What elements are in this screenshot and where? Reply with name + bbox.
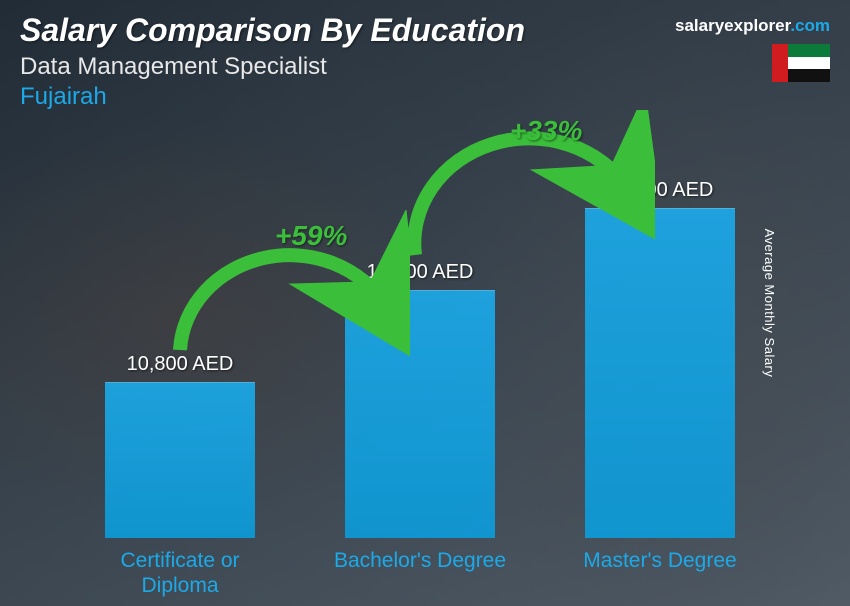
bar-label-0: Certificate or Diploma bbox=[80, 548, 280, 598]
brand-logo: salaryexplorer.com bbox=[675, 16, 830, 36]
bar-value-2: 22,900 AED bbox=[607, 179, 714, 202]
brand-suffix: .com bbox=[790, 16, 830, 35]
flag-stripe-2 bbox=[788, 69, 830, 82]
increase-pct-0: +59% bbox=[275, 220, 347, 252]
uae-flag-icon bbox=[772, 44, 830, 82]
bar-label-1: Bachelor's Degree bbox=[320, 548, 520, 598]
bar-2 bbox=[585, 208, 735, 538]
brand-name: salaryexplorer bbox=[675, 16, 790, 35]
bar-chart: 10,800 AED 17,200 AED 22,900 AED bbox=[60, 138, 780, 538]
bar-group-1: 17,200 AED bbox=[320, 261, 520, 538]
bar-0 bbox=[105, 382, 255, 538]
flag-stripe-0 bbox=[788, 44, 830, 57]
chart-location: Fujairah bbox=[20, 83, 830, 111]
bar-labels: Certificate or Diploma Bachelor's Degree M… bbox=[60, 548, 780, 598]
bar-value-1: 17,200 AED bbox=[367, 261, 474, 284]
bar-group-0: 10,800 AED bbox=[80, 353, 280, 538]
bar-group-2: 22,900 AED bbox=[560, 179, 760, 538]
bar-value-0: 10,800 AED bbox=[127, 353, 234, 376]
bar-label-2: Master's Degree bbox=[560, 548, 760, 598]
flag-stripe-1 bbox=[788, 57, 830, 70]
chart-subtitle: Data Management Specialist bbox=[20, 53, 830, 81]
flag-red bbox=[772, 44, 788, 82]
bar-1 bbox=[345, 290, 495, 538]
increase-pct-1: +33% bbox=[510, 115, 582, 147]
